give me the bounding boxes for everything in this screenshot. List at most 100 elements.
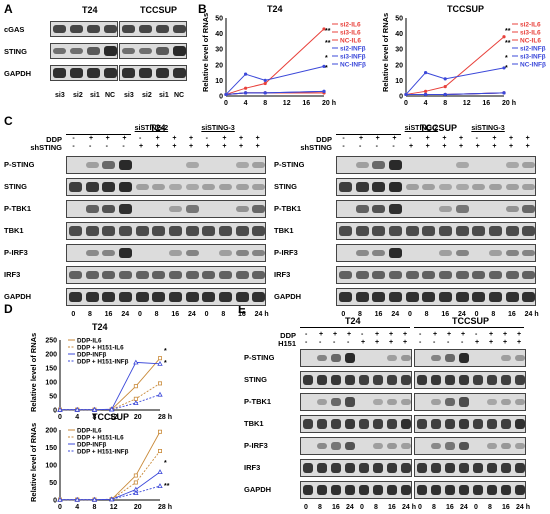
panel-c-blot-p-tbk1-t24-band <box>102 204 116 214</box>
panel-b-point-0-4-3 <box>322 89 326 93</box>
panel-c-lane-t24-0: 0 <box>71 311 76 318</box>
panel-c-blot-sting-tccsup-band <box>388 181 402 193</box>
panel-b-xtick-1-5: 20 h <box>502 100 516 107</box>
panel-c-blot-gapdh-tccsup-band <box>338 291 352 303</box>
panel-c-sh-sign-tccsup-4: + <box>409 143 414 150</box>
panel-e-blot-p-sting-tccsup <box>414 349 526 367</box>
panel-c-sh-sign-t24-4: + <box>139 143 144 150</box>
panel-e-blot-tbk1-tccsup <box>414 415 526 433</box>
panel-a-blot-tccsup-cgas-band <box>172 24 186 34</box>
panel-b-sig-0-0: ** <box>325 28 331 35</box>
panel-b-xtick-1-3: 12 <box>463 100 471 107</box>
panel-a-blot-tccsup-cgas <box>119 21 187 37</box>
panel-d-ylabel-0: Relative level of RNAs <box>29 333 38 412</box>
panel-e-ddp-sign-t24-7: + <box>403 331 408 338</box>
panel-e-blot-p-tbk1-tccsup <box>414 393 526 411</box>
panel-d-xtick-1-5: 28 h <box>158 504 172 511</box>
panel-e-blot-sting-t24-band <box>344 374 356 386</box>
panel-e-h151-sign-tccsup-7: + <box>517 339 522 346</box>
panel-e-blot-p-tbk1-t24-band <box>372 399 384 405</box>
panel-d-point-1-3-4 <box>133 490 139 496</box>
panel-d-series-1-2 <box>60 471 161 501</box>
panel-c-lane-t24-6: 16 <box>171 311 180 318</box>
panel-d-legend-label-1-3: DDP + H151-INFβ <box>77 449 129 456</box>
panel-d-point-0-3-0 <box>57 406 63 412</box>
panel-d-ytick-1-4: 200 <box>45 428 57 435</box>
panel-c-group-line-ddp-tccsup <box>336 134 401 135</box>
panel-e-blot-irf3-t24-band <box>400 462 411 474</box>
panel-e-lane-tccsup-2: 16 <box>446 504 454 511</box>
panel-b-point-1-4-3 <box>502 91 506 95</box>
panel-e-blot-p-irf3-tccsup-band <box>486 443 498 449</box>
panel-e-ddp-sign-t24-4: - <box>361 331 364 338</box>
panel-c-lane-tccsup-0: 0 <box>341 311 346 318</box>
panel-e-h151-sign-t24-4: + <box>361 339 366 346</box>
panel-c-blot-sting-t24-band <box>85 181 99 193</box>
panel-b-title-0: T24 <box>267 4 283 14</box>
panel-c-sh-sign-t24-9: + <box>222 143 227 150</box>
panel-a-row-cgas: cGAS <box>4 25 25 34</box>
panel-c-lane-tccsup-4: 0 <box>408 311 412 318</box>
panel-c-blot-sting-tccsup-band <box>355 181 369 193</box>
panel-e-h151-sign-t24-3: - <box>347 339 350 346</box>
panel-e-ddp-sign-tccsup-2: + <box>447 331 452 338</box>
panel-b-legend-label-1-0: si2-IL6 <box>520 22 541 29</box>
panel-c-ddp-sign-t24-7: + <box>189 135 194 142</box>
panel-e-ddp-sign-t24-1: + <box>319 331 324 338</box>
panel-e-lane-t24-7: 24 h <box>402 504 417 511</box>
panel-d-series-0-2 <box>60 361 161 411</box>
panel-c-lane-t24-3: 24 <box>121 311 130 318</box>
panel-c-lane-t24-9: 8 <box>221 311 226 318</box>
panel-e-h151-sign-t24-5: + <box>375 339 380 346</box>
panel-e-blot-irf3-tccsup-band <box>458 462 470 474</box>
panel-c-blot-irf3-t24-band <box>202 270 216 280</box>
panel-a-blot-t24-gapdh <box>50 65 118 81</box>
panel-e-lane-tccsup-5: 8 <box>488 504 492 511</box>
panel-e-blot-p-irf3-t24-band <box>330 442 342 450</box>
panel-c-blot-sting-tccsup-band <box>488 184 502 190</box>
panel-d-sig-1-3: ** <box>164 483 170 490</box>
panel-b-sig-0-2: * <box>325 55 328 62</box>
panel-a-row-gapdh: GAPDH <box>4 69 32 78</box>
panel-e-blot-sting-t24-band <box>386 375 398 385</box>
panel-e-ddp-sign-t24-3: + <box>347 331 352 338</box>
panel-a-blot-tccsup-sting-band <box>121 47 136 55</box>
panel-e-h151-sign-tccsup-5: + <box>489 339 494 346</box>
panel-c-ddp-sign-t24-10: + <box>239 135 244 142</box>
panel-c-lane-tccsup-3: 24 <box>391 311 400 318</box>
panel-c-blot-p-sting-tccsup-band <box>505 162 519 168</box>
panel-c-row-gapdh-t24: GAPDH <box>4 292 32 301</box>
panel-d-series-0-1 <box>60 383 161 411</box>
panel-e-blot-tbk1-t24-band <box>316 419 328 429</box>
panel-e-h151-sign-tccsup-1: - <box>433 339 436 346</box>
panel-c-blot-p-tbk1-t24-band <box>118 203 132 215</box>
panel-d-point-1-3-1 <box>74 496 80 502</box>
panel-c-blot-p-tbk1-t24-band <box>235 205 249 213</box>
panel-c-sh-sign-t24-6: + <box>172 143 177 150</box>
panel-c-blot-tbk1-t24-band <box>152 226 166 236</box>
panel-e-blot-gapdh-tccsup <box>414 481 526 499</box>
panel-b-point-1-2-2 <box>443 85 447 89</box>
panel-e-blot-p-tbk1-tccsup-band <box>458 397 470 407</box>
panel-e-ddp-sign-t24-6: + <box>389 331 394 338</box>
panel-c-blot-p-tbk1-t24-band <box>252 204 265 214</box>
panel-c-blot-gapdh-t24-band <box>118 291 132 303</box>
panel-c-blot-p-tbk1-tccsup-band <box>455 205 469 213</box>
panel-c-blot-gapdh-tccsup-band <box>455 291 469 303</box>
panel-c-blot-gapdh-t24-band <box>102 291 116 303</box>
panel-e-blot-p-tbk1-tccsup-band <box>500 399 512 405</box>
panel-e-blot-p-tbk1-t24-band <box>400 399 411 405</box>
panel-c-ddp-sign-t24-9: + <box>222 135 227 142</box>
panel-e-blot-tbk1-tccsup-band <box>486 419 498 429</box>
panel-c-lane-t24-11: 24 h <box>254 311 269 318</box>
panel-c-blot-tbk1-t24-band <box>102 226 116 236</box>
panel-c-blot-gapdh-tccsup-band <box>405 291 419 303</box>
panel-c-blot-p-tbk1-t24-band <box>168 206 182 212</box>
panel-c-ddp-sign-t24-2: + <box>105 135 110 142</box>
panel-d-point-1-3-0 <box>57 496 63 502</box>
panel-b-ytick-0-0: 0 <box>219 94 223 101</box>
panel-c-blot-tbk1-tccsup-band <box>355 226 369 236</box>
panel-d-sig-1-1: * <box>164 460 167 467</box>
panel-c-blot-gapdh-tccsup-band <box>372 291 386 303</box>
